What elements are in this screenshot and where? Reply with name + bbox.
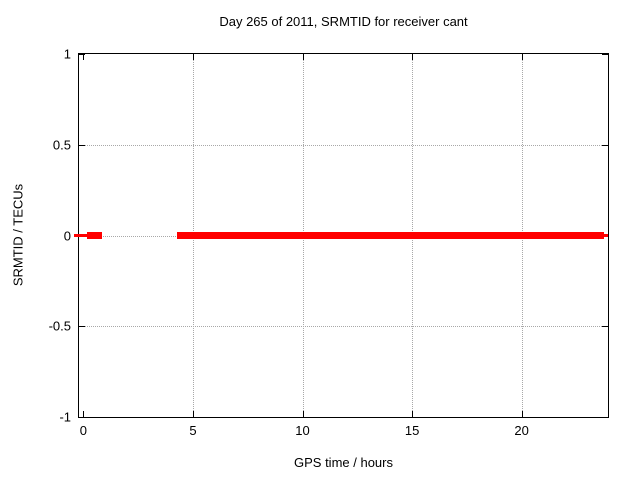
y-tick-left xyxy=(79,144,85,146)
x-tick-top xyxy=(192,54,194,60)
y-tick-label: -0.5 xyxy=(48,318,71,334)
x-tick-label: 15 xyxy=(404,423,420,438)
y-tick-left xyxy=(79,54,85,55)
y-tick-left xyxy=(79,417,85,418)
data-line-segment xyxy=(73,234,87,237)
y-tick-label: 0 xyxy=(63,228,71,243)
data-line-segment xyxy=(176,232,604,239)
x-tick-bottom xyxy=(412,411,414,417)
y-tick-right xyxy=(602,54,608,55)
y-gridline xyxy=(79,144,608,146)
y-axis-label: SRMTID / TECUs xyxy=(10,183,26,287)
x-tick-bottom xyxy=(83,411,85,417)
x-tick-label: 5 xyxy=(189,423,197,438)
x-tick-top xyxy=(412,54,414,60)
y-tick-label: 1 xyxy=(63,46,71,62)
y-tick-left xyxy=(79,326,85,328)
chart-title: Day 265 of 2011, SRMTID for receiver can… xyxy=(219,14,468,29)
y-tick-right xyxy=(602,417,608,418)
y-tick-label: -1 xyxy=(59,409,71,425)
x-tick-bottom xyxy=(192,411,194,417)
x-tick-top xyxy=(83,54,85,60)
y-tick-label: 0.5 xyxy=(52,137,71,153)
x-tick-label: 20 xyxy=(514,423,529,438)
x-tick-top xyxy=(302,54,304,60)
x-tick-bottom xyxy=(521,411,523,417)
y-gridline xyxy=(79,326,608,328)
y-tick-right xyxy=(602,326,608,328)
x-axis-label: GPS time / hours xyxy=(294,455,393,470)
data-line-segment xyxy=(86,232,102,239)
x-tick-top xyxy=(521,54,523,60)
plot-area: 0 5 10 15 20 -1 -0.5 0 0.5 1 xyxy=(49,47,609,438)
y-tick-right xyxy=(602,144,608,146)
data-line-segment xyxy=(603,234,609,237)
x-tick-label: 10 xyxy=(295,423,310,438)
x-tick-bottom xyxy=(302,411,304,417)
x-tick-label: 0 xyxy=(79,423,87,438)
